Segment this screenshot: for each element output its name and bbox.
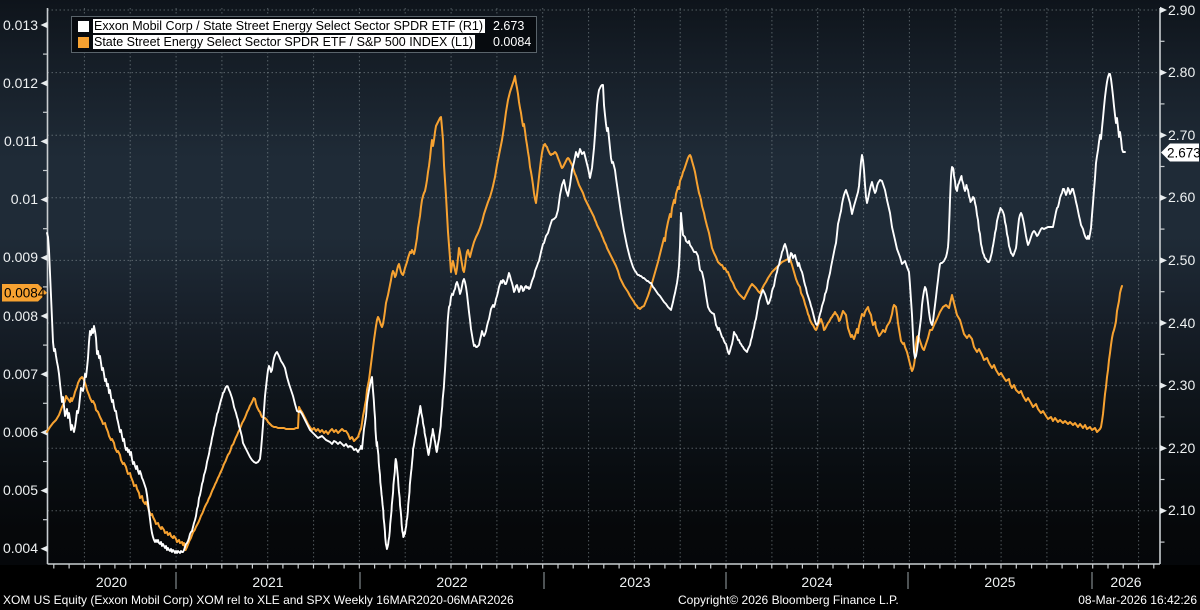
svg-text:0.0084: 0.0084: [4, 286, 46, 301]
svg-text:2.673: 2.673: [1167, 146, 1200, 161]
